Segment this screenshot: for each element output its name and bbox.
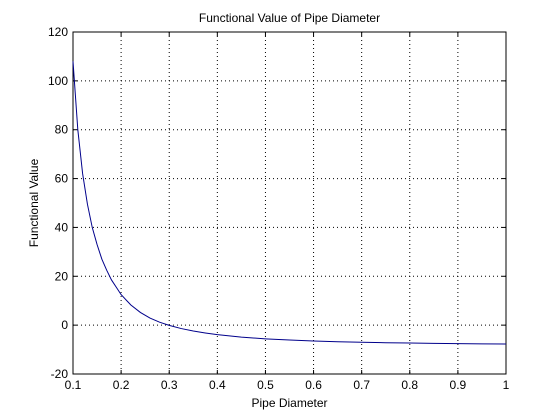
axis-ticks [72,31,507,375]
chart-title: Functional Value of Pipe Diameter [199,11,380,25]
y-tick-label: 0 [61,318,68,332]
y-tick-labels: -20 0 20 40 60 80 100 120 [48,25,68,381]
x-tick-label: 0.4 [209,378,226,392]
x-tick-label: 0.1 [65,378,82,392]
series-line [72,61,507,345]
y-axis-label: Functional Value [27,158,41,247]
y-tick-label: 100 [48,74,68,88]
x-tick-label: 1 [503,378,510,392]
x-axis-label: Pipe Diameter [251,396,327,410]
plot-area [72,31,507,375]
y-tick-label: 80 [55,123,69,137]
x-tick-label: 0.7 [353,378,370,392]
x-tick-label: 0.9 [450,378,467,392]
x-tick-label: 0.8 [401,378,418,392]
x-tick-label: 0.5 [257,378,274,392]
y-tick-label: 60 [55,172,69,186]
y-tick-label: 20 [55,269,69,283]
x-tick-label: 0.6 [305,378,322,392]
x-tick-labels: 0.1 0.2 0.3 0.4 0.5 0.6 0.7 0.8 0.9 1 [65,378,510,392]
grid-lines [73,32,506,374]
x-tick-label: 0.2 [113,378,130,392]
x-tick-label: 0.3 [161,378,178,392]
y-tick-label: 40 [55,220,69,234]
y-tick-label: -20 [51,367,69,381]
y-tick-label: 120 [48,25,68,39]
